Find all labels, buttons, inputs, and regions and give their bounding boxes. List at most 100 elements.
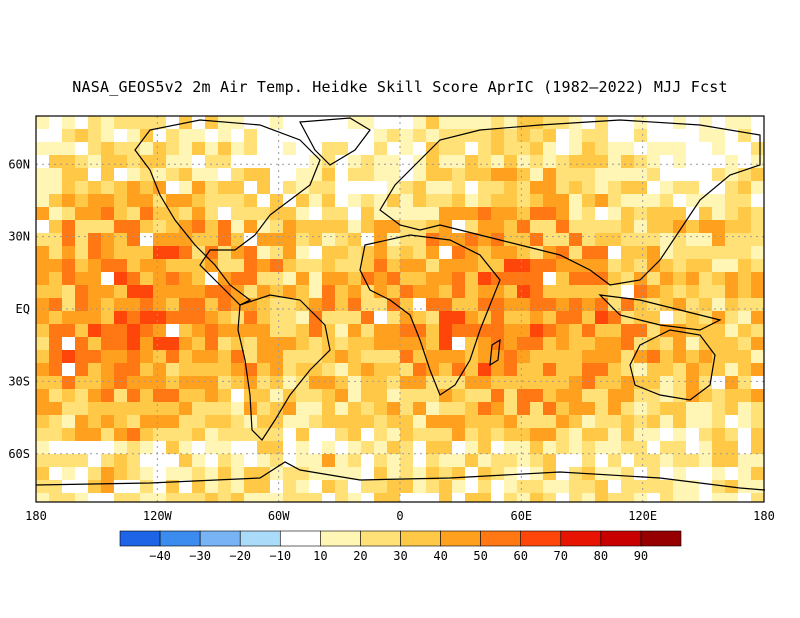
- field-cell: [647, 168, 660, 181]
- field-cell: [114, 415, 127, 428]
- field-cell: [530, 142, 543, 155]
- field-cell: [426, 194, 439, 207]
- field-cell: [517, 259, 530, 272]
- field-cell: [751, 389, 764, 402]
- field-cell: [114, 454, 127, 467]
- field-cell: [517, 337, 530, 350]
- field-cell: [153, 168, 166, 181]
- field-cell: [127, 324, 140, 337]
- field-cell: [582, 259, 595, 272]
- field-cell: [712, 298, 725, 311]
- field-cell: [140, 272, 153, 285]
- field-cell: [530, 181, 543, 194]
- field-cell: [101, 350, 114, 363]
- field-cell: [374, 324, 387, 337]
- field-cell: [153, 285, 166, 298]
- field-cell: [621, 142, 634, 155]
- field-cell: [244, 259, 257, 272]
- field-cell: [192, 246, 205, 259]
- field-cell: [153, 467, 166, 480]
- field-cell: [127, 194, 140, 207]
- field-cell: [439, 324, 452, 337]
- field-cell: [621, 389, 634, 402]
- field-cell: [335, 298, 348, 311]
- field-cell: [101, 467, 114, 480]
- field-cell: [283, 207, 296, 220]
- field-cell: [452, 246, 465, 259]
- field-cell: [179, 350, 192, 363]
- field-cell: [738, 467, 751, 480]
- field-cell: [439, 376, 452, 389]
- field-cell: [127, 415, 140, 428]
- field-cell: [75, 220, 88, 233]
- field-cell: [49, 207, 62, 220]
- field-cell: [530, 207, 543, 220]
- field-cell: [296, 259, 309, 272]
- field-cell: [283, 376, 296, 389]
- field-cell: [660, 285, 673, 298]
- field-cell: [439, 311, 452, 324]
- field-cell: [725, 376, 738, 389]
- field-cell: [582, 350, 595, 363]
- field-cell: [634, 285, 647, 298]
- field-cell: [127, 441, 140, 454]
- field-cell: [517, 142, 530, 155]
- field-cell: [686, 454, 699, 467]
- field-cell: [634, 155, 647, 168]
- field-cell: [127, 168, 140, 181]
- field-cell: [621, 181, 634, 194]
- field-cell: [673, 337, 686, 350]
- lon-tick-label: 60E: [510, 509, 532, 523]
- field-cell: [569, 428, 582, 441]
- field-cell: [686, 350, 699, 363]
- lat-tick-label: 30S: [8, 374, 30, 388]
- field-cell: [231, 181, 244, 194]
- field-cell: [322, 116, 335, 129]
- field-cell: [504, 116, 517, 129]
- field-cell: [556, 194, 569, 207]
- field-cell: [218, 246, 231, 259]
- field-cell: [530, 220, 543, 233]
- field-cell: [309, 233, 322, 246]
- field-cell: [400, 285, 413, 298]
- field-cell: [530, 129, 543, 142]
- field-cell: [244, 350, 257, 363]
- field-cell: [556, 168, 569, 181]
- field-cell: [218, 441, 231, 454]
- field-cell: [36, 480, 49, 493]
- field-cell: [75, 168, 88, 181]
- field-cell: [725, 272, 738, 285]
- field-cell: [244, 129, 257, 142]
- field-cell: [608, 246, 621, 259]
- field-cell: [530, 350, 543, 363]
- field-cell: [101, 441, 114, 454]
- field-cell: [426, 142, 439, 155]
- field-cell: [751, 168, 764, 181]
- field-cell: [361, 272, 374, 285]
- field-cell: [36, 402, 49, 415]
- field-cell: [556, 259, 569, 272]
- field-cell: [673, 467, 686, 480]
- field-cell: [686, 155, 699, 168]
- field-cell: [660, 363, 673, 376]
- field-cell: [114, 389, 127, 402]
- field-cell: [166, 259, 179, 272]
- field-cell: [166, 220, 179, 233]
- field-cell: [101, 246, 114, 259]
- field-cell: [582, 298, 595, 311]
- field-cell: [426, 168, 439, 181]
- field-cell: [595, 285, 608, 298]
- field-cell: [283, 298, 296, 311]
- field-cell: [751, 402, 764, 415]
- field-cell: [387, 298, 400, 311]
- field-cell: [127, 337, 140, 350]
- field-cell: [296, 402, 309, 415]
- field-cell: [413, 259, 426, 272]
- field-cell: [114, 376, 127, 389]
- field-cell: [309, 389, 322, 402]
- field-cell: [647, 259, 660, 272]
- field-cell: [348, 155, 361, 168]
- field-cell: [205, 142, 218, 155]
- field-cell: [738, 259, 751, 272]
- field-cell: [348, 480, 361, 493]
